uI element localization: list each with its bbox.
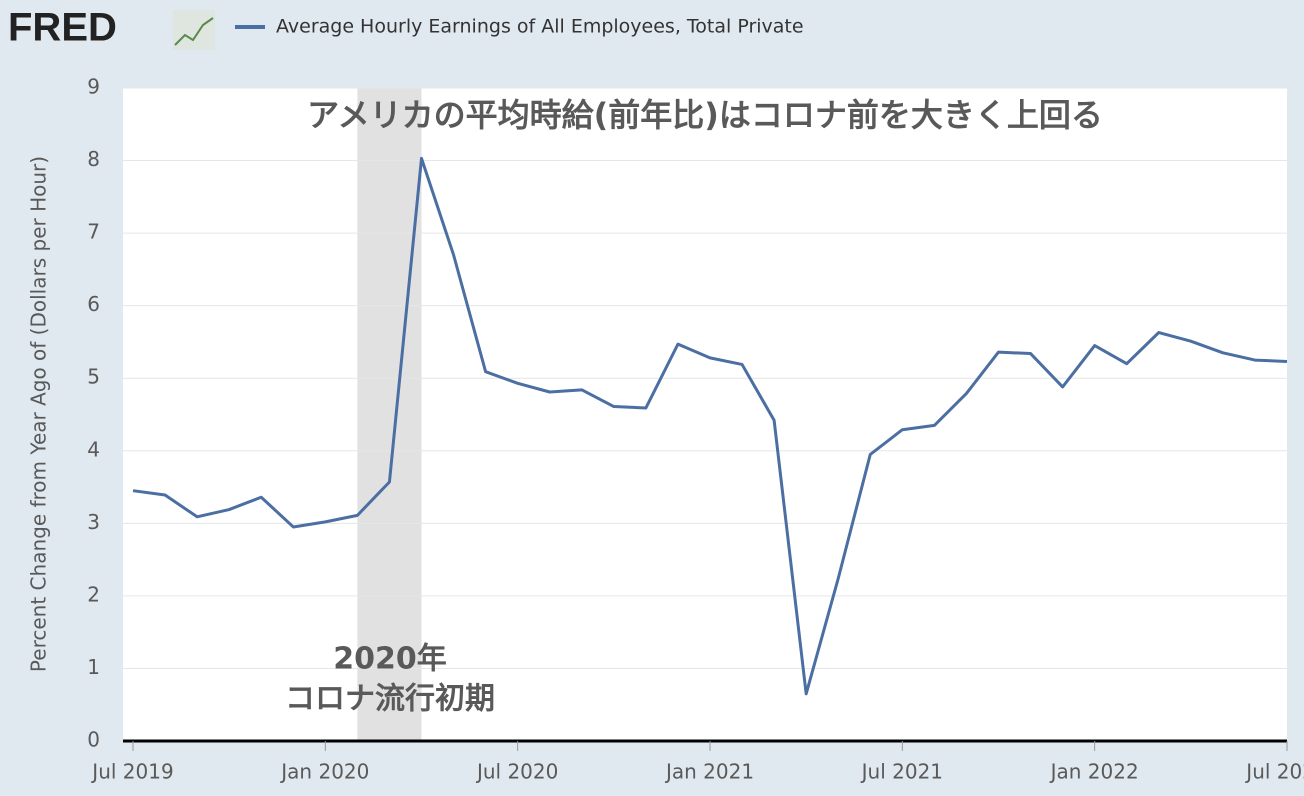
y-tick-label: 2 [87,582,100,606]
logo: FRED [8,6,117,50]
plot [123,87,1288,742]
x-tick-label: Jan 2022 [1049,760,1139,784]
annotation: コロナ流行初期 [285,682,495,717]
y-tick-label: 6 [87,292,100,316]
y-tick-label: 0 [87,728,100,752]
y-tick-label: 7 [87,220,100,244]
x-tick-label: Jul 2020 [475,760,558,784]
legend-label: Average Hourly Earnings of All Employees… [276,16,804,38]
x-tick-label: Jul 2019 [90,760,173,784]
y-tick-label: 1 [87,655,100,679]
y-tick-label: 3 [87,510,100,534]
data-line [132,156,1288,696]
plot-area [123,88,1287,741]
annotation: 2020年 [333,642,447,677]
recession-shade [357,88,422,741]
y-tick-label: 8 [87,147,100,171]
logo-icon [173,10,215,50]
y-tick-label: 9 [87,75,100,99]
x-tick-label: Jul 2022 [1244,760,1304,784]
x-tick-label: Jan 2020 [279,760,369,784]
annotation-title: アメリカの平均時給(前年比)はコロナ前を大きく上回る [307,96,1103,134]
x-tick-label: Jan 2021 [664,760,754,784]
y-axis-label: Percent Change from Year Ago of (Dollars… [27,156,51,672]
y-tick-label: 4 [87,437,100,461]
x-tick-label: Jul 2021 [860,760,943,784]
y-tick-label: 5 [87,365,100,389]
logo-icon-line [174,17,214,46]
